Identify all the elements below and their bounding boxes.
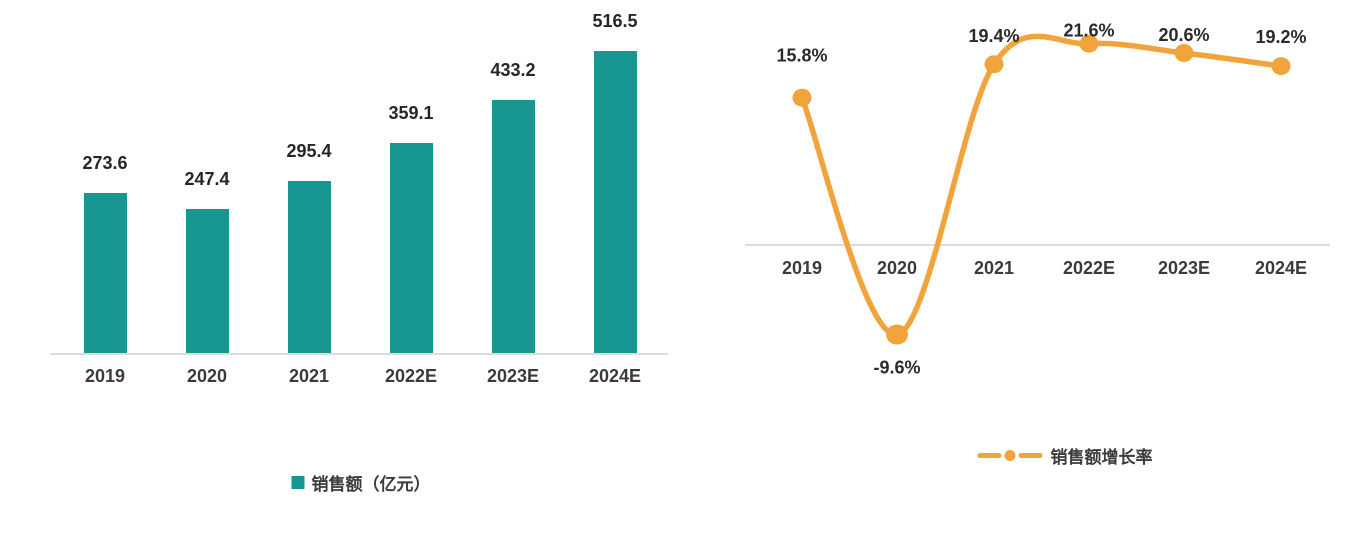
line-x-tick-2020: 2020 xyxy=(877,258,917,278)
data-point-2021 xyxy=(984,55,1004,74)
data-point-2022E xyxy=(1079,34,1099,53)
legend-dash-left xyxy=(977,453,1002,458)
legend-dash-right xyxy=(1018,453,1043,458)
bar-x-tick-2024E: 2024E xyxy=(588,366,642,386)
bar-2023E xyxy=(491,100,535,354)
line-chart-panel: 15.8% -9.6% 19.4% 21.6% 20.6% 19.2% 2019 2020 20… xyxy=(680,0,1359,556)
line-x-tick-2022E: 2022E xyxy=(1063,258,1115,278)
data-point-2023E xyxy=(1174,44,1194,62)
bar-value-2024E: 516.5 xyxy=(592,11,638,31)
data-point-2024E xyxy=(1271,57,1291,76)
bar-2019 xyxy=(83,193,127,354)
data-point-2019 xyxy=(792,88,812,107)
bar-value-2023E: 433.2 xyxy=(490,60,536,80)
bar-2020 xyxy=(185,209,229,354)
bar-2022E xyxy=(389,143,433,354)
point-label-2024E: 19.2% xyxy=(1255,27,1306,47)
bar-2024E xyxy=(593,51,637,354)
bar-value-2022E: 359.1 xyxy=(388,103,434,123)
bar-value-2019: 273.6 xyxy=(82,153,128,173)
legend-dot xyxy=(1004,450,1016,461)
bar-x-tick-2020: 2020 xyxy=(186,366,228,386)
bar-x-tick-2022E: 2022E xyxy=(384,366,438,386)
line-chart-legend: 销售额增长率 xyxy=(977,443,1153,468)
point-label-2019: 15.8% xyxy=(776,46,827,66)
bar-2021 xyxy=(287,181,331,354)
point-label-2020: -9.6% xyxy=(873,358,920,378)
bar-value-2021: 295.4 xyxy=(286,141,332,161)
point-label-2022E: 21.6% xyxy=(1063,21,1114,41)
point-label-2023E: 20.6% xyxy=(1158,25,1209,45)
bar-x-tick-2019: 2019 xyxy=(84,366,126,386)
line-x-tick-2019: 2019 xyxy=(782,258,822,278)
line-x-tick-2021: 2021 xyxy=(974,258,1014,278)
legend-square-swatch xyxy=(291,476,305,489)
line-legend-label: 销售额增长率 xyxy=(1050,448,1153,467)
bar-x-tick-2021: 2021 xyxy=(288,366,330,386)
line-x-tick-2024E: 2024E xyxy=(1255,258,1307,278)
bar-legend-label: 销售额（亿元） xyxy=(311,475,431,494)
point-label-2021: 19.4% xyxy=(968,26,1019,46)
bar-value-2020: 247.4 xyxy=(184,169,230,189)
line-chart-svg: 15.8% -9.6% 19.4% 21.6% 20.6% 19.2% 2019 2020 20… xyxy=(745,21,1330,378)
line-x-tick-2023E: 2023E xyxy=(1158,258,1210,278)
bar-chart-plot: 273.6 2019 247.4 2020 295.4 2021 359.1 2022E 433… xyxy=(82,11,642,386)
bar-chart-x-axis xyxy=(50,353,668,355)
bar-chart-legend: 销售额（亿元） xyxy=(291,470,431,495)
growth-rate-line xyxy=(799,33,1284,338)
data-point-2020 xyxy=(886,324,908,345)
bar-x-tick-2023E: 2023E xyxy=(486,366,540,386)
bar-chart-panel: 273.6 2019 247.4 2020 295.4 2021 359.1 2022E 433… xyxy=(50,11,668,495)
legend-line-dot-marker xyxy=(977,450,1043,461)
